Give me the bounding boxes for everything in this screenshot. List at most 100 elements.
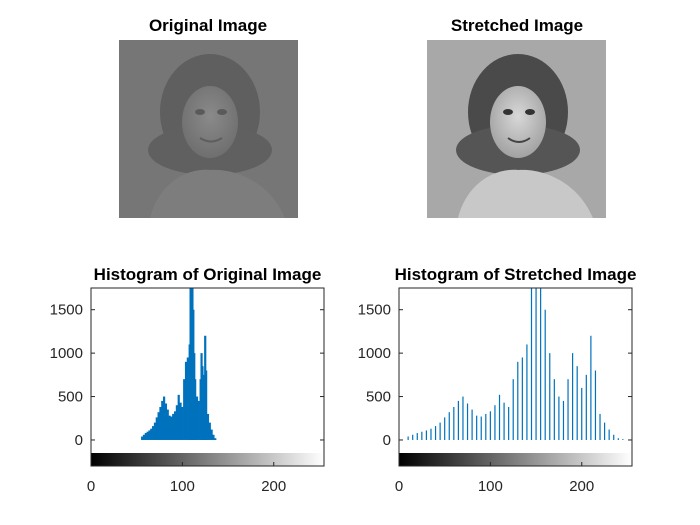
original-image-title: Original Image: [149, 16, 267, 35]
histogram-bar: [517, 361, 519, 440]
histogram-bar: [150, 428, 153, 440]
histogram-bar: [512, 379, 514, 440]
histogram-bar: [168, 415, 171, 440]
histogram-bar: [622, 439, 624, 440]
histogram-bar: [195, 396, 199, 440]
histogram-bar: [544, 309, 546, 440]
histogram-bar: [425, 430, 428, 440]
histogram-bar: [421, 431, 423, 440]
histogram-bar: [186, 357, 189, 440]
y-tick-label: 0: [383, 432, 391, 449]
histogram-bar: [212, 434, 215, 440]
y-tick-label: 500: [366, 389, 391, 406]
histogram-bar: [183, 379, 186, 440]
histogram-bar: [585, 374, 587, 440]
axes-box: [398, 287, 633, 467]
histogram-bar: [466, 403, 469, 440]
histogram-bar: [181, 406, 184, 440]
y-tick-label: 1500: [50, 302, 83, 319]
histogram-bar: [562, 400, 565, 440]
axes-box: [90, 287, 325, 467]
histogram-bar: [572, 353, 574, 440]
histogram-bar: [498, 394, 501, 440]
histogram-bar: [157, 412, 160, 440]
histogram-bar: [205, 370, 208, 440]
histogram-bar: [416, 433, 418, 440]
histogram-bar: [144, 433, 147, 440]
histogram-bar: [153, 422, 157, 440]
histogram-bar: [521, 357, 523, 440]
histogram-bar: [471, 409, 473, 440]
y-tick-label: 500: [58, 389, 83, 406]
x-tick-label: 100: [478, 478, 503, 495]
histogram-title: Histogram of Original Image: [94, 265, 322, 284]
histogram-bar: [152, 426, 155, 440]
histogram-bar: [172, 413, 175, 440]
histogram-bar: [476, 415, 478, 440]
histogram-bar: [549, 353, 551, 440]
grayscale-colorbar: [91, 453, 324, 466]
histogram-bar: [558, 396, 560, 440]
original-image: [119, 40, 298, 218]
histogram-bar: [155, 417, 158, 440]
histogram-bar: [590, 335, 592, 440]
histogram-bar: [142, 434, 146, 440]
x-tick-label: 0: [395, 478, 403, 495]
stretched-image-title: Stretched Image: [451, 16, 583, 35]
histogram-bar: [439, 422, 441, 440]
histogram-bar: [148, 430, 151, 440]
histogram-bar: [613, 434, 615, 440]
histogram-bar: [603, 422, 606, 440]
histogram-original: Histogram of Original Image 0 500 1000 1500 0…: [50, 265, 325, 495]
histogram-bar: [166, 409, 169, 440]
x-tick-label: 0: [87, 478, 95, 495]
histogram-bar: [184, 361, 188, 440]
y-tick-label: 1500: [358, 302, 391, 319]
histogram-bar: [540, 288, 542, 440]
stretched-image: [427, 40, 606, 218]
y-tick-label: 1000: [358, 345, 391, 362]
x-tick-label: 200: [261, 478, 286, 495]
histogram-bar: [159, 406, 162, 440]
histogram-bar: [175, 405, 178, 440]
histogram-bar: [494, 405, 496, 440]
histogram-bar: [508, 406, 510, 440]
histogram-bar: [608, 429, 610, 440]
histogram-bar: [448, 412, 450, 440]
histogram-bar: [489, 411, 491, 440]
histogram-bar: [170, 416, 173, 440]
histogram-bar: [177, 394, 180, 440]
histogram-bar: [164, 403, 168, 440]
histogram-bar: [162, 396, 166, 440]
histogram-bar: [553, 379, 555, 440]
histogram-bar: [194, 379, 197, 440]
histogram-stretched: Histogram of Stretched Image050010001500…: [358, 265, 637, 495]
y-tick-label: 1000: [50, 345, 83, 362]
histogram-title: Histogram of Stretched Image: [395, 265, 637, 284]
histogram-bar: [430, 428, 432, 440]
histogram-bar: [146, 431, 149, 440]
histogram-bar: [444, 417, 446, 440]
histogram-bar: [214, 438, 217, 440]
histogram-bar: [141, 436, 144, 440]
histogram-bar: [594, 370, 597, 440]
histogram-bar: [453, 406, 455, 440]
histogram-bar: [567, 379, 569, 440]
histogram-bar: [503, 402, 505, 440]
y-tick-label: 0: [75, 432, 83, 449]
histogram-bar: [412, 434, 414, 440]
histogram-bar: [197, 400, 200, 440]
histogram-bar: [535, 288, 537, 440]
histogram-bar: [407, 436, 409, 440]
histogram-bar: [462, 396, 464, 440]
histogram-bar: [485, 413, 487, 440]
x-tick-label: 100: [170, 478, 195, 495]
histogram-bar: [161, 400, 164, 440]
histogram-bar: [210, 429, 213, 440]
histogram-bar: [526, 344, 528, 440]
histogram-bar: [457, 400, 459, 440]
x-tick-label: 200: [569, 478, 594, 495]
histogram-bar: [530, 288, 533, 440]
histogram-bar: [480, 416, 482, 440]
